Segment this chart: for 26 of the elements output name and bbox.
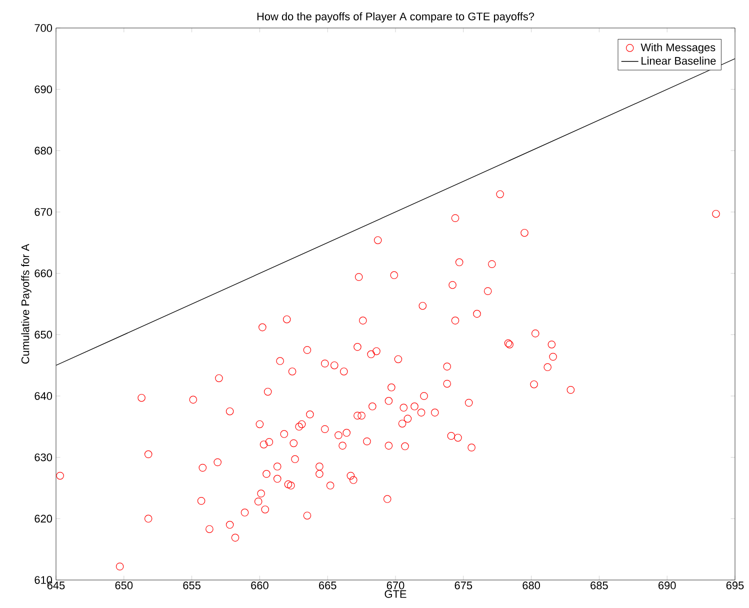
x-tick-label: 660 xyxy=(251,582,268,590)
x-tick-label: 680 xyxy=(522,582,540,590)
y-tick-label: 670 xyxy=(34,208,52,216)
y-axis-title: Cumulative Payoffs for A xyxy=(21,244,32,364)
y-tick-label: 640 xyxy=(34,392,52,400)
x-axis-title: GTE xyxy=(384,590,406,598)
x-tick-label: 650 xyxy=(115,582,133,590)
y-tick-label: 630 xyxy=(34,453,52,462)
legend-label: Linear Baseline xyxy=(642,56,716,65)
x-tick-label: 655 xyxy=(183,582,200,590)
x-tick-label: 675 xyxy=(454,582,472,590)
y-tick-label: 660 xyxy=(34,269,52,278)
x-tick-label: 670 xyxy=(386,582,404,590)
y-tick-label: 610 xyxy=(34,576,52,584)
x-tick-label: 690 xyxy=(658,582,676,590)
y-tick-label: 690 xyxy=(34,85,52,94)
x-tick-label: 695 xyxy=(726,582,744,590)
y-tick-label: 650 xyxy=(34,330,52,339)
legend-label: With Messages xyxy=(640,43,716,54)
x-tick-label: 665 xyxy=(319,582,336,590)
y-tick-label: 620 xyxy=(34,514,52,523)
y-tick-label: 680 xyxy=(34,146,52,155)
x-tick-label: 645 xyxy=(47,582,65,590)
y-tick-label: 700 xyxy=(34,24,52,32)
chart-title: How do the payoffs of Player A compare to GTE payoffs? xyxy=(257,12,534,22)
x-tick-label: 685 xyxy=(590,582,608,590)
